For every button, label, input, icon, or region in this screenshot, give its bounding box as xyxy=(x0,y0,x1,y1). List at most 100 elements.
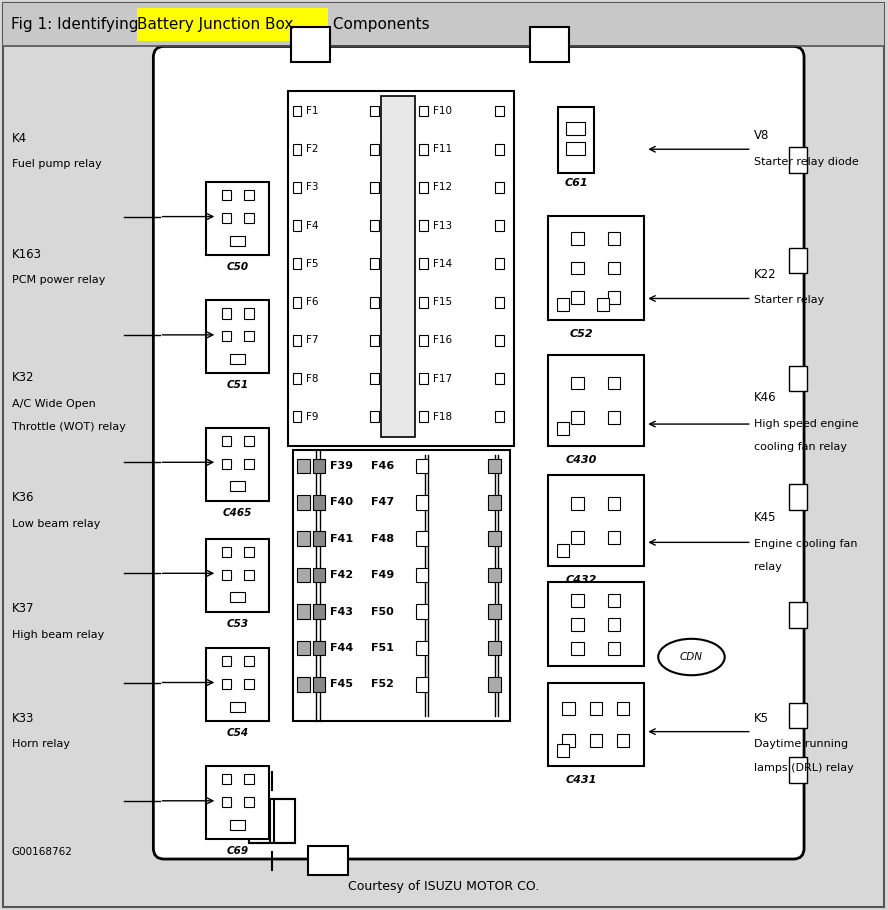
Bar xyxy=(222,459,232,469)
Text: Starter relay diode: Starter relay diode xyxy=(754,157,859,167)
Text: F45: F45 xyxy=(329,680,353,689)
Text: F4: F4 xyxy=(305,221,318,230)
Text: F46: F46 xyxy=(370,461,393,470)
Bar xyxy=(244,547,254,557)
Bar xyxy=(222,308,232,318)
Text: High beam relay: High beam relay xyxy=(12,630,104,640)
Ellipse shape xyxy=(658,639,725,675)
Bar xyxy=(244,570,254,580)
Bar xyxy=(416,531,428,546)
Text: Fuel pump relay: Fuel pump relay xyxy=(12,159,101,169)
Bar xyxy=(222,190,232,200)
Bar xyxy=(230,236,245,246)
Bar xyxy=(416,604,428,619)
Bar xyxy=(244,213,254,223)
Text: Courtesy of ISUZU MOTOR CO.: Courtesy of ISUZU MOTOR CO. xyxy=(347,880,539,893)
Bar xyxy=(313,677,325,692)
Bar xyxy=(789,366,806,391)
Text: K46: K46 xyxy=(754,391,776,404)
Bar xyxy=(297,604,310,619)
Bar xyxy=(419,106,428,116)
Bar xyxy=(419,144,428,155)
Bar xyxy=(222,656,232,666)
Text: F1: F1 xyxy=(305,106,318,116)
Text: cooling fan relay: cooling fan relay xyxy=(754,442,846,452)
Bar xyxy=(206,300,269,373)
Text: C50: C50 xyxy=(226,262,249,272)
Bar xyxy=(230,481,245,491)
Text: F41: F41 xyxy=(329,534,353,543)
Bar xyxy=(557,422,569,435)
Bar xyxy=(548,475,644,566)
Bar xyxy=(488,641,501,655)
Text: Low beam relay: Low beam relay xyxy=(12,519,99,529)
Text: F7: F7 xyxy=(305,336,318,345)
Text: F48: F48 xyxy=(370,534,393,543)
Text: Battery Junction Box: Battery Junction Box xyxy=(138,17,294,32)
Text: High speed engine: High speed engine xyxy=(754,419,858,429)
Bar xyxy=(607,262,620,275)
Bar xyxy=(419,335,428,346)
Bar xyxy=(244,459,254,469)
Bar xyxy=(548,216,644,320)
Bar xyxy=(416,641,428,655)
Bar xyxy=(419,258,428,269)
Text: F39: F39 xyxy=(329,461,353,470)
Text: lamps (DRL) relay: lamps (DRL) relay xyxy=(754,763,853,773)
Bar xyxy=(419,182,428,193)
Text: A/C Wide Open: A/C Wide Open xyxy=(12,399,95,409)
Bar xyxy=(206,539,269,612)
Bar xyxy=(597,298,609,311)
Text: F11: F11 xyxy=(432,145,452,154)
Text: C430: C430 xyxy=(566,455,597,465)
Bar xyxy=(313,568,325,582)
Text: F9: F9 xyxy=(305,412,318,421)
Text: CDN: CDN xyxy=(680,652,703,662)
Text: F5: F5 xyxy=(305,259,318,268)
Bar xyxy=(206,766,269,839)
Bar xyxy=(222,774,232,784)
Text: K45: K45 xyxy=(754,511,776,524)
Bar xyxy=(488,531,501,546)
Bar xyxy=(230,354,245,364)
Text: K37: K37 xyxy=(12,602,34,615)
Bar xyxy=(572,377,584,389)
Bar xyxy=(607,642,620,655)
Bar xyxy=(488,677,501,692)
Bar xyxy=(548,682,644,766)
Bar xyxy=(548,355,644,446)
Bar xyxy=(607,377,620,389)
Bar xyxy=(419,220,428,231)
Bar xyxy=(572,497,584,510)
Text: C52: C52 xyxy=(569,329,593,339)
Bar xyxy=(297,459,310,473)
Bar xyxy=(495,106,503,116)
Bar xyxy=(495,335,503,346)
Text: Fig 1: Identifying: Fig 1: Identifying xyxy=(11,17,143,32)
Text: F44: F44 xyxy=(329,643,353,652)
Bar xyxy=(416,495,428,510)
Bar xyxy=(244,190,254,200)
Text: F15: F15 xyxy=(432,298,452,307)
Bar xyxy=(562,734,575,747)
Bar xyxy=(548,582,644,666)
Bar xyxy=(488,459,501,473)
Bar xyxy=(562,702,575,714)
Bar xyxy=(616,734,629,747)
Bar xyxy=(495,297,503,308)
Text: relay: relay xyxy=(754,562,781,572)
Bar xyxy=(292,258,301,269)
FancyBboxPatch shape xyxy=(154,46,804,859)
Bar xyxy=(572,642,584,655)
Bar xyxy=(292,335,301,346)
Bar xyxy=(313,459,325,473)
Text: F10: F10 xyxy=(432,106,452,116)
Text: PCM power relay: PCM power relay xyxy=(12,275,105,285)
Bar xyxy=(244,308,254,318)
Bar xyxy=(369,258,378,269)
Bar xyxy=(369,182,378,193)
Text: K22: K22 xyxy=(754,268,776,280)
Bar xyxy=(495,373,503,384)
Bar xyxy=(292,411,301,422)
Bar xyxy=(369,411,378,422)
